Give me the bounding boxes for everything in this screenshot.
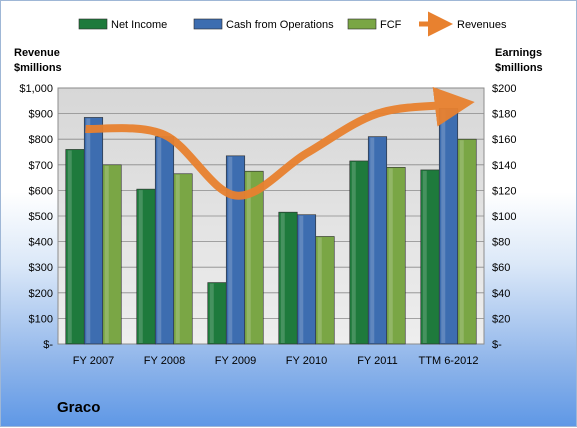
legend: Net Income Cash from Operations FCF Revenue… — [78, 11, 507, 37]
right-tick-label: $140 — [492, 160, 516, 172]
right-tick-label: $80 — [492, 237, 510, 249]
bar-highlight — [370, 137, 375, 343]
revenue-line-path — [85, 86, 475, 200]
left-tick-label: $1,000 — [19, 83, 53, 95]
bar-highlight — [317, 237, 322, 343]
bar-highlight — [246, 172, 251, 343]
bar-series — [65, 108, 477, 345]
legend-swatch — [347, 18, 377, 30]
x-tick-label: TTM 6-2012 — [419, 355, 479, 367]
gridlines — [58, 87, 484, 319]
right-tick-label: $160 — [492, 134, 516, 146]
bar-highlight — [351, 161, 356, 343]
bar-highlight — [299, 215, 304, 343]
right-axis-ticks: $- $20 $40 $60 $80 $100 $120 $140 $160 $180 $200 — [492, 83, 516, 351]
revenue-line — [85, 86, 475, 200]
left-tick-label: $400 — [29, 237, 53, 249]
bar — [102, 164, 122, 345]
right-axis-title-line1: Earnings — [495, 47, 542, 59]
bar-highlight — [104, 165, 109, 343]
left-tick-label: $500 — [29, 211, 53, 223]
left-tick-label: $800 — [29, 134, 53, 146]
x-tick-label: FY 2007 — [73, 355, 114, 367]
bar — [173, 173, 193, 345]
right-axis-title-line2: $millions — [495, 62, 543, 74]
bar-highlight — [228, 156, 233, 343]
legend-swatch — [78, 18, 108, 30]
x-tick-label: FY 2009 — [215, 355, 256, 367]
bar-highlight — [280, 213, 285, 343]
left-axis-title-line1: Revenue — [14, 47, 60, 59]
x-tick-label: FY 2010 — [286, 355, 327, 367]
legend-label: Cash from Operations — [226, 19, 334, 31]
right-tick-label: $20 — [492, 313, 510, 325]
left-tick-label: $100 — [29, 313, 53, 325]
right-tick-label: $100 — [492, 211, 516, 223]
bar — [315, 236, 335, 345]
left-axis-title-line2: $millions — [14, 62, 62, 74]
right-tick-label: $180 — [492, 109, 516, 121]
bar-highlight — [422, 170, 427, 343]
bar-highlight — [388, 168, 393, 343]
x-tick-label: FY 2011 — [357, 355, 398, 367]
left-tick-label: $200 — [29, 288, 53, 300]
right-tick-label: $- — [492, 339, 502, 351]
bar-highlight — [441, 109, 446, 343]
bar — [386, 167, 406, 345]
bar-highlight — [138, 190, 143, 343]
legend-label: Revenues — [457, 19, 507, 31]
left-tick-label: $900 — [29, 109, 53, 121]
bar — [244, 170, 264, 345]
right-tick-label: $120 — [492, 185, 516, 197]
legend-label: FCF — [380, 19, 402, 31]
company-name: Graco — [57, 399, 101, 416]
left-tick-label: $300 — [29, 262, 53, 274]
bar-highlight — [67, 150, 72, 343]
bar-highlight — [209, 283, 214, 343]
legend-swatch — [193, 18, 223, 30]
bar-highlight — [459, 140, 464, 343]
right-tick-label: $60 — [492, 262, 510, 274]
left-tick-label: $- — [43, 339, 53, 351]
right-tick-label: $200 — [492, 83, 516, 95]
bar-highlight — [175, 174, 180, 343]
left-tick-label: $600 — [29, 185, 53, 197]
bar-highlight — [86, 118, 91, 343]
x-tick-label: FY 2008 — [144, 355, 185, 367]
bar-highlight — [157, 137, 162, 343]
legend-label: Net Income — [111, 19, 167, 31]
left-axis-ticks: $- $100 $200 $300 $400 $500 $600 $700 $800 $900 $1… — [19, 83, 53, 351]
right-tick-label: $40 — [492, 288, 510, 300]
left-tick-label: $700 — [29, 160, 53, 172]
bar — [457, 138, 477, 345]
x-axis-ticks: FY 2007 FY 2008 FY 2009 FY 2010 FY 2011 TTM 6… — [73, 355, 479, 367]
